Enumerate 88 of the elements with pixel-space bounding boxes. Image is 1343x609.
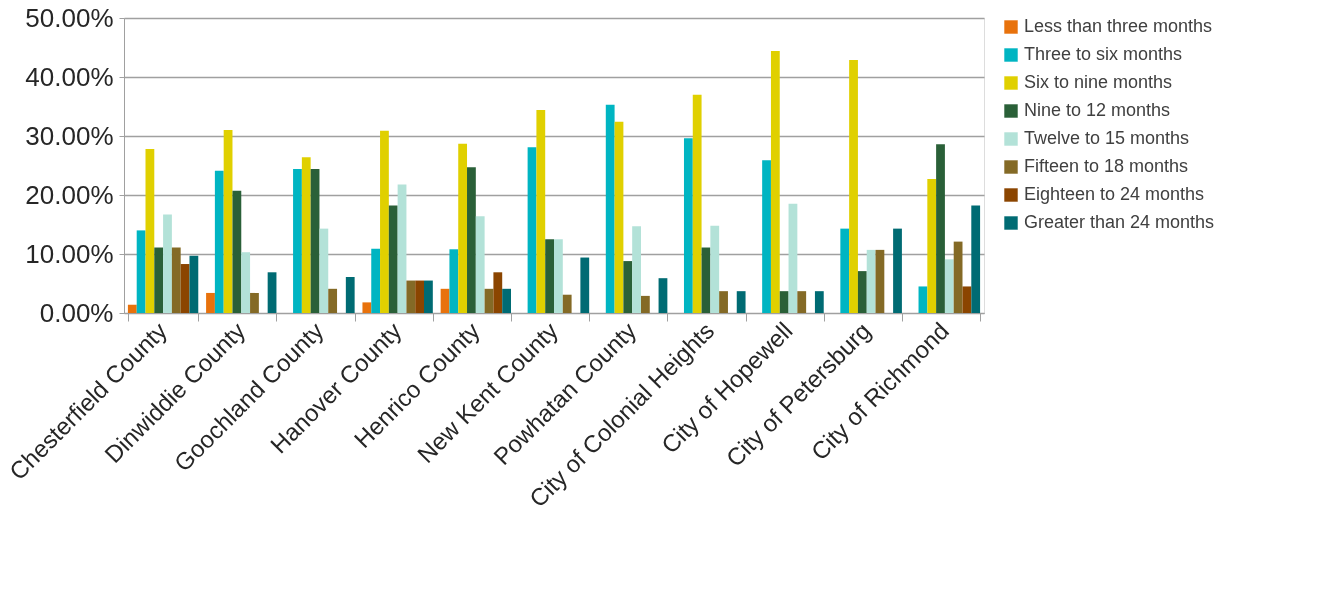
legend-label: Fifteen to 18 months	[1024, 156, 1189, 176]
bar	[415, 280, 425, 313]
bar	[380, 130, 389, 313]
bar	[310, 169, 320, 313]
legend-label: Eighteen to 24 months	[1024, 184, 1205, 204]
bar	[893, 228, 902, 313]
legend-label: Greater than 24 months	[1024, 212, 1215, 232]
bar	[762, 160, 771, 313]
bar	[232, 190, 242, 313]
bar	[397, 184, 407, 313]
bar	[971, 205, 981, 313]
bar	[267, 272, 277, 313]
bar	[206, 292, 215, 313]
bar	[701, 247, 711, 313]
bar	[345, 277, 355, 313]
y-tick-label: 40.00%	[25, 61, 114, 92]
bar	[580, 257, 590, 313]
bar	[788, 203, 798, 313]
bar	[250, 292, 259, 313]
bar	[154, 247, 164, 313]
bar	[962, 286, 972, 313]
bar	[136, 230, 146, 313]
bar	[214, 170, 224, 313]
bar	[918, 286, 928, 313]
y-tick-label: 50.00%	[25, 2, 114, 33]
bar	[493, 272, 503, 313]
bar	[449, 249, 459, 313]
bar	[127, 304, 137, 313]
bar	[475, 216, 485, 313]
bar	[301, 157, 311, 313]
bar	[536, 110, 546, 313]
bar	[692, 94, 702, 313]
bar	[319, 228, 329, 313]
bar	[875, 249, 885, 313]
bar	[857, 271, 867, 313]
bar	[554, 239, 563, 313]
bar	[458, 143, 468, 313]
bar	[502, 288, 511, 313]
legend-label: Twelve to 15 months	[1024, 128, 1190, 148]
bar	[683, 138, 693, 313]
bar	[605, 104, 615, 313]
bar	[866, 249, 876, 313]
bar	[467, 167, 476, 313]
bar	[779, 291, 789, 313]
bar	[840, 228, 850, 313]
y-tick-label: 20.00%	[25, 179, 114, 210]
bar	[440, 288, 450, 313]
bar	[953, 241, 963, 313]
bar	[189, 255, 199, 313]
legend-label: Nine to 12 months	[1024, 100, 1171, 120]
bar	[484, 288, 494, 313]
bar	[623, 261, 633, 313]
bar	[180, 264, 190, 313]
bar	[328, 288, 338, 313]
y-tick-label: 10.00%	[25, 238, 114, 269]
bar	[736, 291, 746, 313]
legend-label: Six to nine months	[1024, 72, 1173, 92]
bar	[223, 130, 233, 313]
bar	[944, 259, 954, 313]
bar	[527, 147, 537, 313]
bar	[163, 214, 172, 313]
bar	[770, 51, 780, 313]
y-tick-label: 30.00%	[25, 120, 114, 151]
bar	[797, 291, 807, 313]
bar	[710, 225, 720, 313]
legend-label: Three to six months	[1024, 44, 1183, 64]
bar	[362, 302, 372, 313]
bar	[814, 291, 824, 313]
bar	[424, 280, 433, 313]
legend-label: Less than three months	[1024, 16, 1213, 36]
bar	[406, 280, 416, 313]
bar	[632, 226, 641, 313]
bar	[849, 59, 858, 313]
bar	[658, 278, 668, 313]
bar	[145, 148, 155, 313]
bar	[562, 294, 572, 313]
bar	[719, 291, 728, 313]
bar	[927, 179, 937, 313]
bar	[545, 239, 554, 313]
bar	[241, 252, 251, 313]
bar	[171, 247, 181, 313]
bar	[936, 144, 945, 313]
bar	[371, 248, 381, 313]
bar	[640, 295, 650, 313]
bar	[388, 205, 398, 313]
bar	[614, 121, 624, 313]
y-tick-label: 0.00%	[39, 297, 114, 328]
bar	[293, 169, 302, 313]
